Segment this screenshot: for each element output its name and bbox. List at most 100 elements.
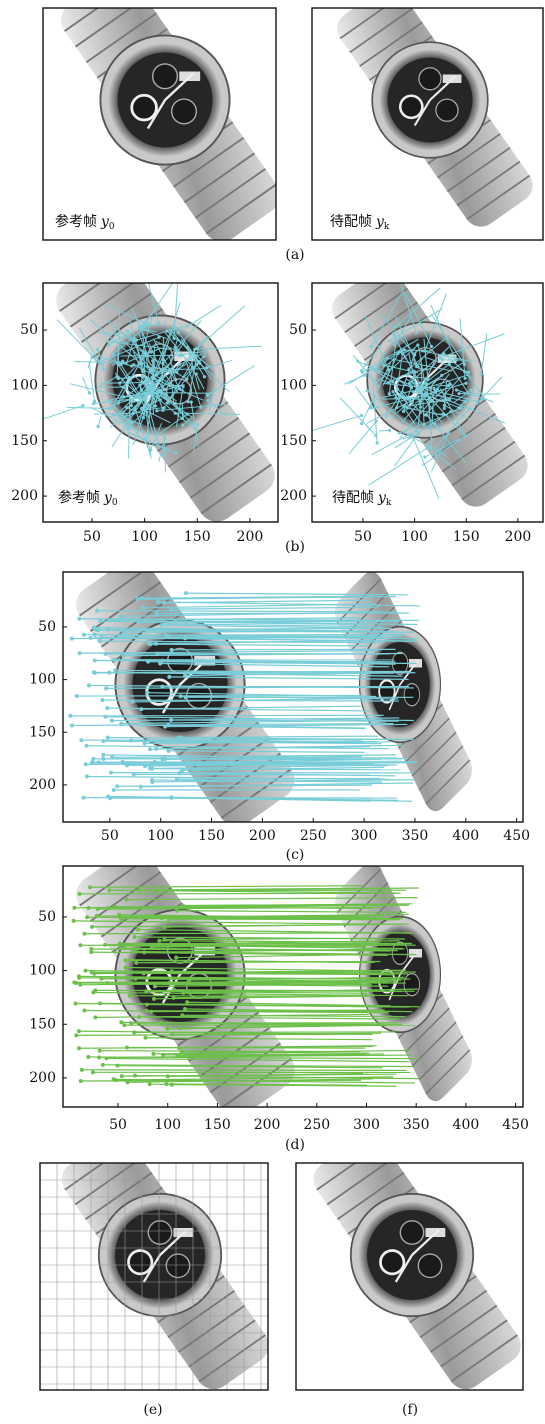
keypoint — [78, 892, 82, 896]
keypoint — [104, 686, 108, 690]
keypoint — [165, 1027, 169, 1031]
keypoint — [106, 340, 109, 343]
x-tick-label: 250 — [300, 828, 327, 844]
x-tick-label: 150 — [198, 828, 225, 844]
x-tick-label: 300 — [353, 1117, 380, 1133]
keypoint — [183, 674, 187, 678]
caption-sub: k — [386, 498, 392, 508]
watch-image — [330, 0, 539, 233]
image-area — [40, 1129, 276, 1397]
keypoint — [99, 619, 103, 623]
keypoint — [153, 984, 157, 988]
match-vector — [120, 355, 182, 356]
keypoint — [126, 427, 129, 430]
keypoint — [179, 1050, 183, 1054]
keypoint — [168, 384, 171, 387]
keypoint — [98, 1049, 102, 1053]
keypoint — [394, 325, 397, 328]
keypoint — [185, 1000, 189, 1004]
match-vector — [344, 375, 365, 384]
keypoint — [184, 695, 188, 699]
keypoint — [145, 353, 148, 356]
keypoint — [112, 413, 115, 416]
keypoint — [406, 406, 409, 409]
keypoint — [356, 360, 359, 363]
keypoint — [206, 394, 209, 397]
keypoint — [129, 958, 133, 962]
keypoint — [134, 408, 137, 411]
keypoint — [167, 917, 171, 921]
keypoint — [167, 399, 170, 402]
keypoint — [145, 382, 148, 385]
image-area — [330, 0, 539, 233]
panel-label: (e) — [143, 1402, 162, 1418]
keypoint — [78, 651, 82, 655]
keypoint — [163, 406, 166, 409]
x-tick-label: 50 — [83, 529, 101, 545]
keypoint — [88, 885, 92, 889]
subdial — [168, 938, 193, 963]
keypoint — [361, 371, 364, 374]
keypoint — [136, 928, 140, 932]
keypoint — [78, 943, 82, 947]
keypoint — [80, 1068, 84, 1072]
keypoint — [68, 714, 72, 718]
keypoint — [360, 422, 363, 425]
keypoint — [376, 441, 379, 444]
keypoint — [101, 1063, 105, 1067]
keypoint — [178, 354, 181, 357]
match-line — [82, 1070, 407, 1071]
keypoint — [448, 383, 451, 386]
keypoint — [93, 658, 97, 662]
x-tick-label: 100 — [147, 828, 174, 844]
watch-image — [307, 1129, 528, 1397]
x-tick-label: 150 — [184, 529, 211, 545]
keypoint — [134, 961, 138, 965]
keypoint — [172, 337, 175, 340]
keypoint — [129, 1021, 133, 1025]
keypoint — [161, 368, 164, 371]
y-tick-label: 100 — [11, 377, 38, 393]
keypoint — [82, 1009, 86, 1013]
keypoint — [124, 965, 128, 969]
keypoint — [418, 381, 421, 384]
keypoint — [391, 416, 394, 419]
x-tick-label: 150 — [453, 529, 480, 545]
keypoint — [161, 358, 164, 361]
keypoint — [85, 915, 89, 919]
keypoint — [72, 919, 76, 923]
keypoint — [101, 757, 105, 761]
keypoint — [155, 409, 158, 412]
keypoint — [181, 417, 184, 420]
match-vector — [311, 415, 362, 431]
keypoint — [413, 353, 416, 356]
keypoint — [92, 972, 96, 976]
keypoint — [407, 367, 410, 370]
keypoint — [175, 349, 178, 352]
keypoint — [96, 425, 99, 428]
keypoint — [105, 706, 109, 710]
keypoint — [402, 410, 405, 413]
keypoint — [90, 925, 94, 929]
keypoint — [141, 380, 144, 383]
keypoint — [186, 413, 189, 416]
keypoint — [112, 1077, 116, 1081]
keypoint — [157, 336, 160, 339]
keypoint — [141, 606, 145, 610]
keypoint — [92, 670, 96, 674]
keypoint — [143, 741, 147, 745]
keypoint — [464, 382, 467, 385]
keypoint — [96, 348, 99, 351]
keypoint — [77, 617, 81, 621]
keypoint — [110, 755, 114, 759]
keypoint — [91, 757, 95, 761]
keypoint — [139, 326, 142, 329]
y-tick-label: 200 — [29, 1070, 56, 1086]
keypoint — [130, 404, 133, 407]
keypoint — [125, 1045, 129, 1049]
keypoint — [113, 905, 117, 909]
keypoint — [98, 639, 102, 643]
match-line — [76, 1034, 361, 1035]
y-tick-label: 50 — [20, 322, 38, 338]
keypoint — [139, 707, 143, 711]
